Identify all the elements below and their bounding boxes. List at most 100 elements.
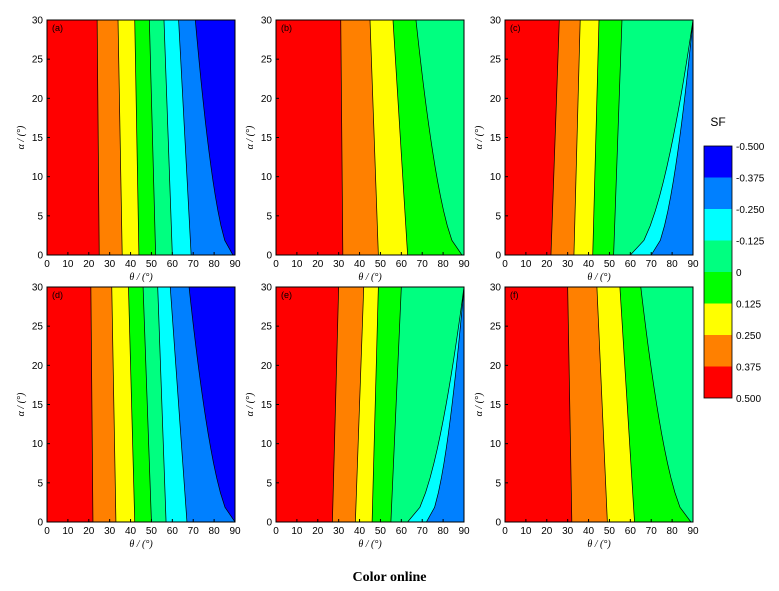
x-tick-label: 60	[625, 526, 637, 537]
colorbar-tick-label: -0.375	[736, 174, 765, 185]
contour-line	[90, 287, 94, 522]
y-tick-label: 0	[266, 518, 272, 529]
x-tick-label: 0	[273, 526, 279, 537]
x-tick-label: 30	[333, 526, 345, 537]
y-tick-label: 10	[261, 172, 273, 183]
colorbar-tick-label: -0.500	[736, 142, 765, 153]
colorbar-swatch	[704, 177, 732, 209]
contour-line	[550, 20, 560, 255]
contour-line	[134, 20, 140, 255]
x-tick-label: 90	[458, 526, 470, 537]
contour-line	[640, 287, 692, 522]
colorbar-swatch	[704, 303, 732, 335]
y-tick-label: 30	[261, 283, 273, 294]
panel-label: (c)	[510, 23, 521, 33]
contour-line	[163, 20, 173, 255]
x-tick-label: 90	[458, 259, 470, 270]
contour-line	[371, 287, 379, 522]
panel-label: (e)	[281, 290, 292, 300]
contour-line	[149, 20, 156, 255]
contour-line	[157, 287, 167, 522]
x-tick-label: 60	[167, 259, 179, 270]
contour-line	[650, 20, 693, 255]
panel-label: (a)	[52, 23, 63, 33]
x-tick-label: 60	[396, 259, 408, 270]
contour-line	[567, 287, 573, 522]
contour-area	[505, 287, 693, 522]
panel-label: (f)	[510, 290, 519, 300]
y-axis-label: α / (°)	[245, 392, 256, 416]
contour-line	[369, 20, 379, 255]
x-tick-label: 20	[312, 259, 324, 270]
contour-line	[613, 20, 623, 255]
colorbar-swatch	[704, 272, 732, 304]
x-tick-label: 80	[438, 526, 450, 537]
y-tick-label: 30	[261, 16, 273, 27]
y-axis-label: α / (°)	[245, 125, 256, 149]
contour-line	[573, 20, 581, 255]
x-tick-label: 10	[520, 526, 532, 537]
y-tick-label: 10	[490, 439, 502, 450]
y-tick-label: 25	[32, 55, 44, 66]
contour-band	[276, 20, 343, 255]
x-tick-label: 10	[62, 526, 74, 537]
x-tick-label: 50	[146, 259, 158, 270]
x-tick-label: 80	[438, 259, 450, 270]
y-tick-label: 20	[490, 361, 502, 372]
contour-line	[592, 20, 600, 255]
x-tick-label: 0	[44, 259, 50, 270]
x-tick-label: 40	[125, 526, 137, 537]
y-tick-label: 20	[32, 361, 44, 372]
contour-area	[505, 20, 693, 255]
x-tick-label: 20	[312, 526, 324, 537]
panel-2: 0 10 20 30 40 50 60 70 80 90 0 5 10 15 20 25 30 θ / (°) α …	[245, 16, 470, 284]
y-tick-label: 25	[261, 55, 273, 66]
x-tick-label: 70	[646, 259, 658, 270]
y-tick-label: 15	[261, 133, 273, 144]
y-tick-label: 5	[37, 211, 43, 222]
x-tick-label: 60	[167, 526, 179, 537]
contour-line	[128, 287, 136, 522]
panel-label: (d)	[52, 290, 63, 300]
contour-area	[276, 287, 464, 522]
contour-area	[47, 20, 235, 255]
colorbar-swatch	[704, 366, 732, 398]
contour-line	[111, 287, 117, 522]
x-axis-label: θ / (°)	[358, 539, 382, 550]
x-tick-label: 50	[146, 526, 158, 537]
x-axis-label: θ / (°)	[358, 272, 382, 283]
x-tick-label: 40	[583, 526, 595, 537]
figure: 0 10 20 30 40 50 60 70 80 90 0 5 10 15 20 25 30 θ / (°) α …	[16, 16, 765, 551]
colorbar-tick-label: 0.375	[736, 363, 761, 374]
x-tick-label: 60	[396, 526, 408, 537]
x-axis-label: θ / (°)	[129, 539, 153, 550]
x-tick-label: 30	[104, 526, 116, 537]
y-tick-label: 15	[32, 400, 44, 411]
x-tick-label: 0	[502, 259, 508, 270]
y-tick-label: 10	[490, 172, 502, 183]
panel-4: 0 10 20 30 40 50 60 70 80 90 0 5 10 15 20 25 30 θ / (°) α …	[16, 283, 241, 551]
y-tick-label: 20	[261, 94, 273, 105]
x-tick-label: 50	[375, 259, 387, 270]
x-tick-label: 70	[646, 526, 658, 537]
y-tick-label: 15	[261, 400, 273, 411]
x-tick-label: 50	[604, 259, 616, 270]
y-tick-label: 20	[261, 361, 273, 372]
x-tick-label: 30	[562, 526, 574, 537]
colorbar-swatch	[704, 335, 732, 367]
contour-area	[47, 287, 235, 522]
x-tick-label: 30	[562, 259, 574, 270]
y-tick-label: 0	[495, 251, 501, 262]
x-tick-label: 10	[520, 259, 532, 270]
x-axis-label: θ / (°)	[587, 539, 611, 550]
contour-line	[426, 287, 464, 522]
y-tick-label: 30	[490, 283, 502, 294]
contour-line	[596, 287, 608, 522]
x-tick-label: 60	[625, 259, 637, 270]
x-axis-label: θ / (°)	[129, 272, 153, 283]
contour-band	[47, 20, 100, 255]
panel-5: 0 10 20 30 40 50 60 70 80 90 0 5 10 15 20 25 30 θ / (°) α …	[245, 283, 470, 551]
x-tick-label: 50	[604, 526, 616, 537]
y-tick-label: 10	[32, 439, 44, 450]
y-tick-label: 0	[37, 251, 43, 262]
